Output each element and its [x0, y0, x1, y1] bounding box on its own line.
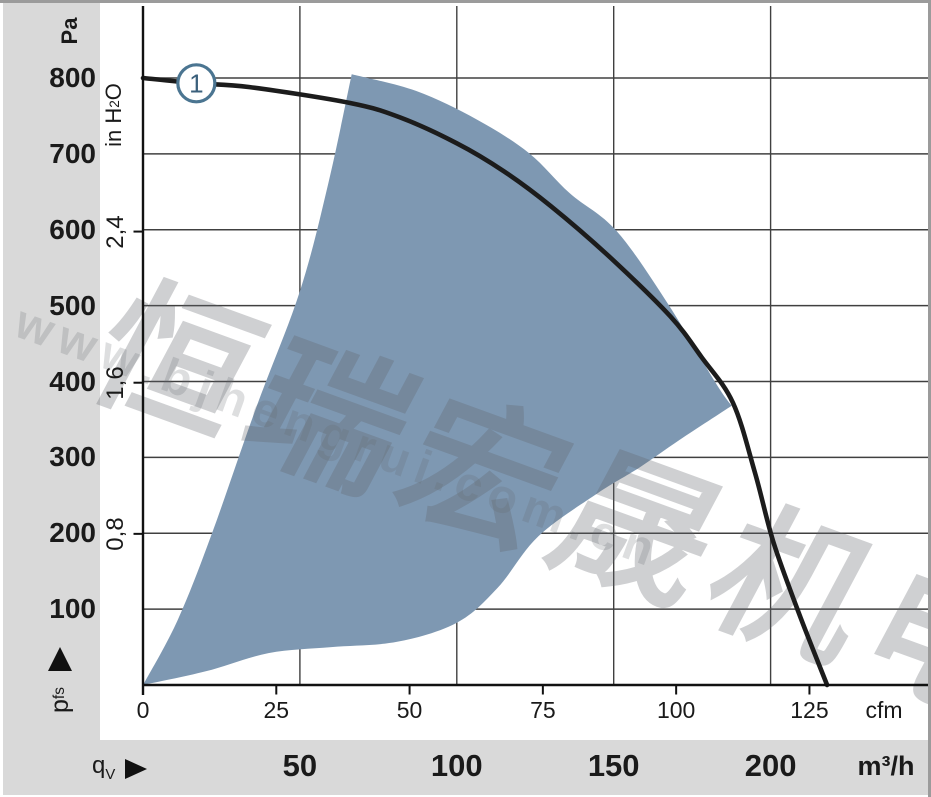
x-axis-unit-m3h: m³/h — [857, 751, 915, 781]
pa-unit-text: Pa — [57, 17, 82, 45]
cfm-tick-label: 75 — [530, 697, 556, 723]
cfm-tick-label: 50 — [396, 697, 423, 723]
cfm-tick-label: 100 — [656, 697, 696, 723]
curve-marker-circle — [176, 63, 217, 104]
qv-right-arrow-icon — [125, 759, 148, 779]
curve-marker-number: 1 — [189, 68, 203, 98]
pa-tick-label: 100 — [49, 593, 96, 625]
m3h-tick-label: 100 — [430, 748, 483, 783]
m3h-tick-label: 50 — [282, 748, 318, 783]
pa-tick-label: 800 — [49, 62, 96, 93]
inh2o-pre: in H — [101, 107, 126, 147]
cfm-tick-label: 125 — [790, 697, 829, 723]
y-axis-unit-pa: Pa — [50, 3, 90, 71]
operating-region — [143, 74, 732, 685]
pfs-main: p — [45, 699, 74, 713]
pa-tick-label: 300 — [49, 441, 96, 473]
cfm-tick-label: 25 — [263, 697, 290, 723]
cfm-tick-label: 0 — [136, 697, 150, 723]
bottom-axis-band — [3, 740, 928, 795]
m3h-tick-label: 150 — [587, 748, 640, 783]
inh2o-post: O — [101, 83, 126, 101]
inh2o-sub: 2 — [106, 100, 122, 108]
x-axis-unit-cfm: cfm — [865, 697, 903, 723]
y-axis-quantity-pfs: p fs — [35, 660, 85, 740]
pa-tick-label: 400 — [49, 365, 96, 397]
inh2o-tick-label: 1,6 — [102, 366, 129, 400]
performance-curve — [140, 75, 830, 688]
pa-tick-label: 500 — [49, 289, 96, 321]
qv-main: qV — [92, 751, 116, 783]
x-axis-quantity-qv: qV — [92, 751, 148, 783]
m3h-tick-label: 200 — [744, 748, 797, 783]
pa-tick-label: 200 — [49, 517, 96, 549]
pa-tick-label: 600 — [49, 213, 96, 245]
inh2o-tick-label: 0,8 — [102, 517, 129, 551]
pfs-sub: fs — [51, 687, 68, 700]
pfs-up-arrow-icon — [48, 647, 72, 671]
pa-tick-label: 700 — [49, 137, 96, 169]
inh2o-tick-label: 2,4 — [102, 214, 129, 249]
